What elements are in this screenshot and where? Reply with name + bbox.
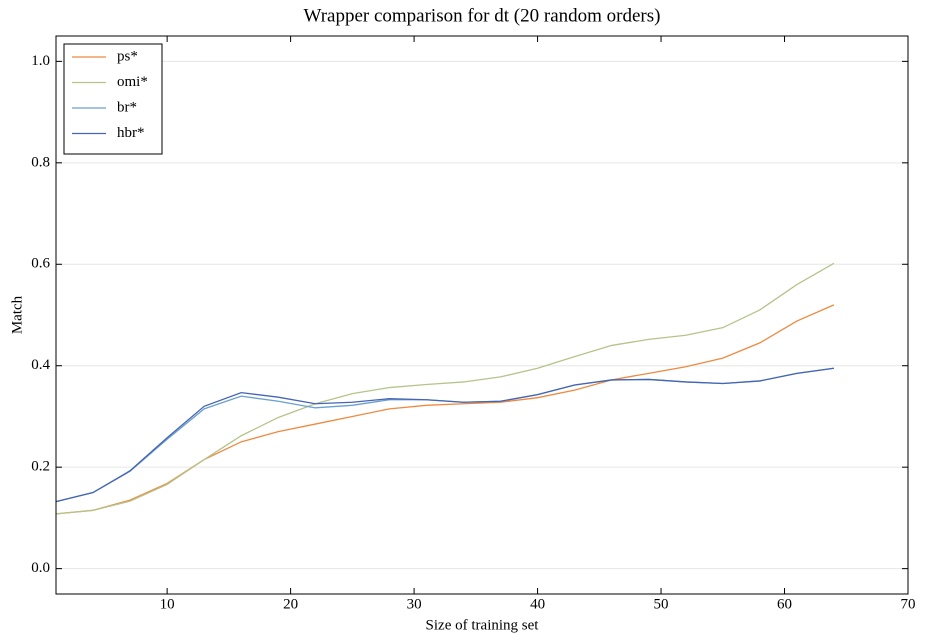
legend-label: br*	[117, 99, 137, 115]
y-tick-label: 0.0	[31, 560, 50, 576]
line-series	[55, 304, 835, 515]
chart-title: Wrapper comparison for dt (20 random ord…	[304, 5, 661, 26]
y-tick-label: 0.2	[31, 459, 50, 475]
y-tick-label: 0.4	[31, 357, 50, 373]
line-series	[55, 367, 835, 503]
legend-label: ps*	[117, 48, 138, 64]
x-tick-label: 20	[283, 596, 298, 612]
plot-frame	[55, 35, 909, 595]
x-tick-label: 40	[530, 596, 545, 612]
line-series	[55, 367, 835, 503]
x-tick-label: 10	[160, 596, 175, 612]
x-tick-label: 50	[654, 596, 669, 612]
y-tick-label: 1.0	[31, 53, 50, 69]
x-axis-label: Size of training set	[426, 617, 540, 633]
legend-box	[63, 43, 163, 155]
y-tick-label: 0.6	[31, 256, 50, 272]
line-series	[55, 262, 835, 515]
x-tick-label: 30	[407, 596, 422, 612]
legend-label: hbr*	[117, 125, 145, 141]
y-axis-label: Match	[9, 295, 25, 334]
x-tick-label: 70	[901, 596, 916, 612]
legend-label: omi*	[117, 74, 148, 90]
x-tick-label: 60	[777, 596, 792, 612]
y-tick-label: 0.8	[31, 154, 50, 170]
